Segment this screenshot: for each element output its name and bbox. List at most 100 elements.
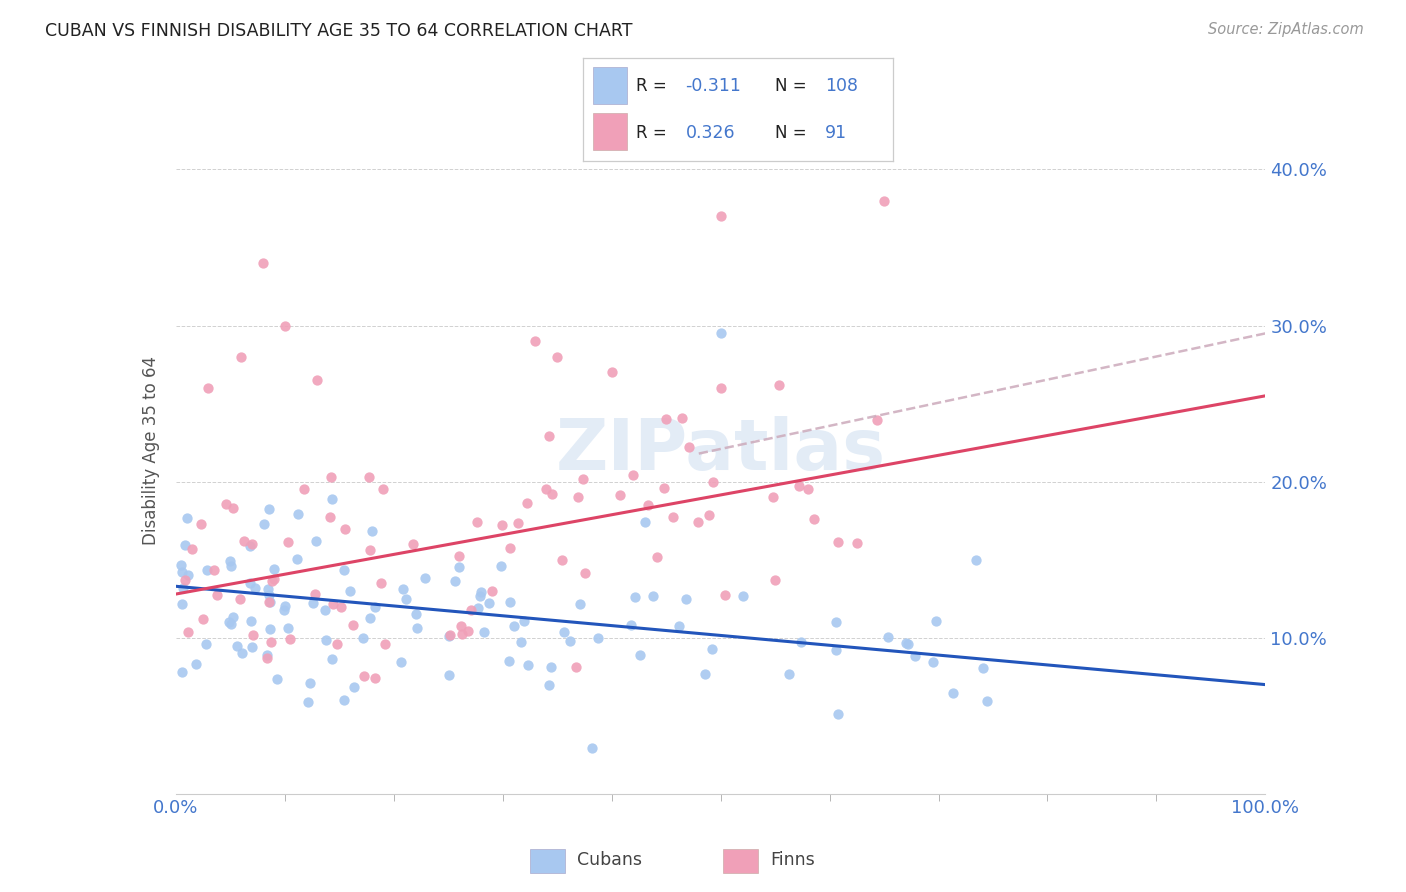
Point	[553, 625, 575, 640]
Point	[215, 498, 238, 512]
Point	[498, 654, 520, 668]
Point	[263, 562, 285, 576]
Point	[876, 631, 898, 645]
Bar	[723, 849, 758, 873]
Point	[193, 612, 215, 626]
Point	[277, 535, 299, 549]
Point	[678, 440, 700, 454]
Text: Finns: Finns	[770, 851, 814, 869]
Point	[305, 533, 328, 548]
Point	[710, 381, 733, 395]
Point	[333, 522, 356, 536]
Point	[472, 624, 495, 639]
Point	[218, 615, 240, 629]
Point	[194, 637, 217, 651]
Point	[240, 640, 263, 654]
Point	[866, 412, 889, 426]
Point	[437, 668, 460, 682]
Point	[221, 610, 243, 624]
Text: ZIPatlas: ZIPatlas	[555, 416, 886, 485]
Point	[468, 589, 491, 603]
Point	[668, 619, 690, 633]
Point	[470, 584, 492, 599]
Point	[449, 549, 471, 564]
Point	[239, 575, 262, 590]
Point	[364, 599, 387, 614]
Point	[942, 686, 965, 700]
Point	[274, 318, 297, 333]
Point	[550, 552, 572, 566]
Point	[516, 496, 538, 510]
Point	[506, 516, 529, 530]
Point	[391, 655, 413, 669]
Point	[450, 627, 472, 641]
Point	[371, 482, 394, 496]
Point	[252, 256, 274, 270]
Point	[406, 621, 429, 635]
Text: R =: R =	[636, 124, 672, 142]
Point	[447, 559, 470, 574]
Point	[333, 692, 356, 706]
Point	[307, 373, 329, 387]
Point	[352, 631, 374, 645]
Point	[263, 572, 285, 586]
Point	[177, 567, 200, 582]
Point	[457, 624, 479, 638]
Point	[256, 648, 278, 663]
Point	[662, 510, 685, 524]
Point	[321, 491, 343, 506]
Point	[499, 594, 522, 608]
Point	[239, 540, 262, 554]
Point	[972, 661, 994, 675]
Point	[278, 632, 301, 647]
Point	[222, 501, 245, 516]
Point	[233, 533, 256, 548]
Point	[195, 563, 218, 577]
Point	[976, 694, 998, 708]
Point	[491, 517, 513, 532]
Point	[439, 628, 461, 642]
Point	[623, 590, 645, 604]
Point	[240, 614, 263, 628]
Point	[287, 551, 309, 566]
Point	[652, 481, 675, 495]
Point	[925, 614, 948, 628]
Point	[460, 603, 482, 617]
Point	[621, 467, 644, 482]
Point	[177, 625, 200, 640]
Point	[273, 599, 295, 613]
Point	[620, 617, 643, 632]
Point	[262, 574, 284, 589]
Point	[437, 629, 460, 643]
Point	[266, 672, 288, 686]
Y-axis label: Disability Age 35 to 64: Disability Age 35 to 64	[142, 356, 160, 545]
Point	[329, 599, 352, 614]
Point	[405, 607, 427, 622]
Point	[827, 707, 849, 722]
Point	[560, 633, 582, 648]
Point	[174, 574, 197, 588]
Point	[392, 582, 415, 597]
Point	[176, 511, 198, 525]
Text: 0.326: 0.326	[686, 124, 735, 142]
Point	[202, 562, 225, 576]
Point	[778, 666, 800, 681]
Point	[298, 676, 321, 690]
Point	[499, 541, 522, 555]
Point	[231, 646, 253, 660]
Text: N =: N =	[775, 124, 813, 142]
Point	[904, 648, 927, 663]
Point	[851, 146, 873, 161]
Point	[825, 642, 848, 657]
Point	[444, 574, 467, 589]
Point	[710, 209, 733, 223]
Point	[512, 614, 534, 628]
Point	[257, 582, 280, 596]
Point	[540, 487, 562, 501]
Point	[219, 559, 242, 574]
Point	[693, 667, 716, 681]
Point	[413, 571, 436, 585]
Point	[897, 637, 920, 651]
Point	[768, 377, 790, 392]
Text: Cubans: Cubans	[576, 851, 643, 869]
